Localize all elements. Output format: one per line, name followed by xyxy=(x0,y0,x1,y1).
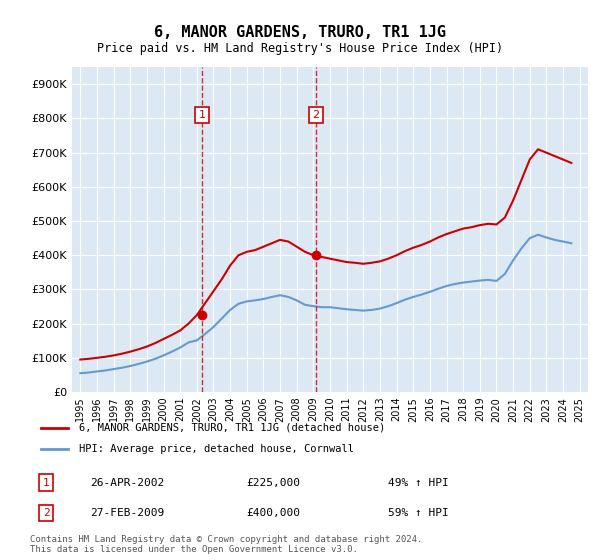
Text: Price paid vs. HM Land Registry's House Price Index (HPI): Price paid vs. HM Land Registry's House … xyxy=(97,42,503,55)
Text: 1: 1 xyxy=(43,478,50,488)
Text: 2: 2 xyxy=(43,508,50,518)
Text: 49% ↑ HPI: 49% ↑ HPI xyxy=(388,478,449,488)
Text: 6, MANOR GARDENS, TRURO, TR1 1JG (detached house): 6, MANOR GARDENS, TRURO, TR1 1JG (detach… xyxy=(79,423,385,433)
Text: 59% ↑ HPI: 59% ↑ HPI xyxy=(388,508,449,518)
Text: HPI: Average price, detached house, Cornwall: HPI: Average price, detached house, Corn… xyxy=(79,444,353,454)
Text: 26-APR-2002: 26-APR-2002 xyxy=(90,478,164,488)
Text: 1: 1 xyxy=(199,110,206,120)
Text: 2: 2 xyxy=(312,110,319,120)
Text: Contains HM Land Registry data © Crown copyright and database right 2024.
This d: Contains HM Land Registry data © Crown c… xyxy=(30,535,422,554)
Text: 27-FEB-2009: 27-FEB-2009 xyxy=(90,508,164,518)
Text: £225,000: £225,000 xyxy=(246,478,300,488)
Text: 6, MANOR GARDENS, TRURO, TR1 1JG: 6, MANOR GARDENS, TRURO, TR1 1JG xyxy=(154,25,446,40)
Text: £400,000: £400,000 xyxy=(246,508,300,518)
